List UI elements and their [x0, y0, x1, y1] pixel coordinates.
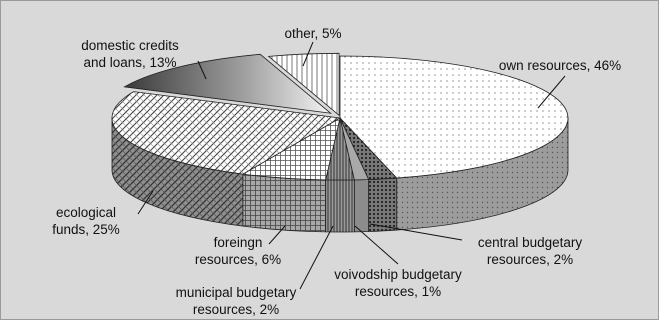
data-label-voivodship-budgetary-resources: voivodship budgetary resources, 1%: [334, 267, 462, 299]
pie-side-voivodship-budgetary-resources: [353, 179, 369, 233]
pie-side-municipal-budgetary-resources: [325, 179, 355, 233]
data-label-ecological-funds: ecological funds, 25%: [52, 205, 120, 237]
data-label-central-budgetary-resources: central budgetary resources, 2%: [478, 235, 583, 267]
leader-line-municipal-budgetary-resources: [299, 225, 334, 290]
pie-side-central-budgetary-resources: [368, 177, 398, 232]
pie-slice-other: [267, 52, 340, 117]
leader-line-ecological-funds: [137, 190, 154, 215]
pie-slice-ecological-funds: [111, 91, 342, 175]
leader-line-other: [302, 41, 314, 67]
leader-line-foreingn-resources: [268, 225, 286, 245]
data-label-foreingn-resources: foreingn resources, 6%: [195, 235, 281, 267]
pie-slice-own-resources: [339, 55, 569, 179]
leader-line-own-resources: [537, 75, 566, 109]
data-label-municipal-budgetary-resources: municipal budgetary resources, 2%: [176, 285, 297, 317]
pie-slice-domestic-credits-and-loans: [123, 53, 333, 114]
leader-line-domestic-credits-and-loans: [197, 60, 207, 80]
leader-line-central-budgetary-resources: [369, 223, 463, 241]
data-label-own-resources: own resources, 46%: [499, 58, 621, 73]
data-label-domestic-credits-and-loans: domestic credits and loans, 13%: [81, 38, 179, 70]
leader-line-voivodship-budgetary-resources: [354, 225, 399, 265]
data-label-other: other, 5%: [284, 26, 341, 41]
pie-side-foreingn-resources: [242, 173, 327, 233]
